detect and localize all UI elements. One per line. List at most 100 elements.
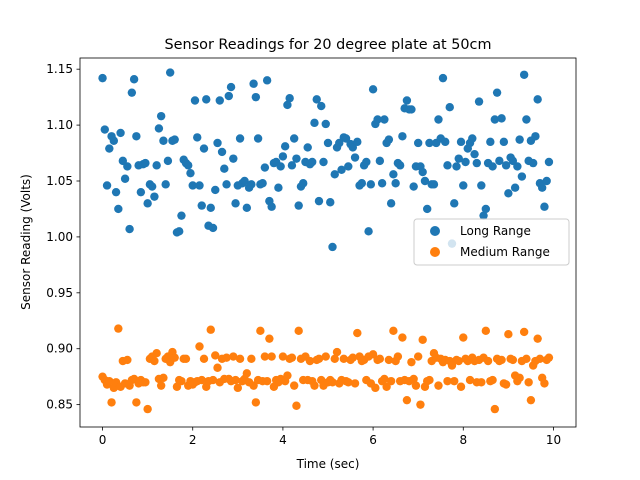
point-long-range bbox=[211, 185, 220, 195]
point-medium-range bbox=[450, 376, 459, 386]
point-long-range bbox=[220, 164, 229, 173]
point-medium-range bbox=[156, 381, 166, 390]
point-long-range bbox=[100, 125, 110, 134]
points-layer bbox=[98, 68, 554, 414]
point-medium-range bbox=[114, 324, 123, 333]
y-tick-label: 0.85 bbox=[46, 398, 73, 412]
point-medium-range bbox=[402, 395, 412, 405]
point-medium-range bbox=[393, 352, 403, 361]
point-medium-range bbox=[413, 352, 423, 361]
point-long-range bbox=[344, 162, 353, 171]
point-long-range bbox=[213, 138, 222, 148]
point-medium-range bbox=[305, 356, 315, 366]
point-medium-range bbox=[242, 369, 252, 378]
point-long-range bbox=[190, 96, 200, 105]
point-long-range bbox=[490, 115, 500, 124]
point-medium-range bbox=[416, 400, 425, 409]
point-long-range bbox=[102, 181, 112, 190]
point-long-range bbox=[280, 142, 290, 151]
point-medium-range bbox=[328, 378, 337, 387]
y-tick-label: 1.15 bbox=[46, 62, 73, 76]
point-long-range bbox=[177, 211, 186, 220]
point-long-range bbox=[105, 144, 114, 153]
point-long-range bbox=[116, 128, 125, 138]
point-long-range bbox=[389, 170, 398, 179]
point-long-range bbox=[330, 170, 339, 179]
point-long-range bbox=[147, 182, 157, 191]
point-long-range bbox=[492, 88, 502, 97]
point-long-range bbox=[249, 79, 258, 88]
point-long-range bbox=[215, 96, 224, 105]
point-long-range bbox=[357, 179, 367, 188]
point-long-range bbox=[362, 157, 371, 167]
y-tick-label: 0.90 bbox=[46, 342, 73, 356]
point-long-range bbox=[109, 136, 119, 145]
point-long-range bbox=[278, 152, 288, 161]
chart-title: Sensor Readings for 20 degree plate at 5… bbox=[165, 37, 492, 53]
point-long-range bbox=[380, 115, 389, 124]
point-medium-range bbox=[292, 401, 301, 410]
point-long-range bbox=[517, 172, 527, 181]
point-medium-range bbox=[159, 373, 168, 382]
point-medium-range bbox=[330, 354, 339, 363]
point-medium-range bbox=[434, 381, 443, 390]
point-long-range bbox=[247, 180, 256, 189]
point-long-range bbox=[308, 157, 317, 167]
point-long-range bbox=[542, 176, 551, 186]
point-medium-range bbox=[199, 354, 209, 363]
point-long-range bbox=[242, 203, 252, 213]
point-long-range bbox=[459, 181, 468, 190]
point-medium-range bbox=[105, 376, 114, 386]
point-long-range bbox=[260, 163, 270, 172]
point-long-range bbox=[350, 153, 360, 162]
point-long-range bbox=[175, 227, 184, 236]
point-long-range bbox=[197, 201, 206, 210]
point-long-range bbox=[141, 158, 150, 168]
point-long-range bbox=[289, 134, 299, 143]
point-long-range bbox=[515, 135, 524, 144]
point-medium-range bbox=[260, 352, 270, 361]
x-tick-label: 6 bbox=[369, 433, 377, 447]
point-long-range bbox=[479, 211, 488, 220]
point-long-range bbox=[531, 132, 540, 141]
point-long-range bbox=[208, 223, 218, 233]
point-long-range bbox=[373, 115, 382, 124]
point-long-range bbox=[384, 135, 394, 144]
point-medium-range bbox=[177, 376, 186, 386]
point-medium-range bbox=[515, 373, 524, 382]
point-medium-range bbox=[294, 326, 303, 336]
point-long-range bbox=[206, 203, 215, 213]
y-axis-label: Sensor Reading (Volts) bbox=[19, 174, 33, 310]
point-medium-range bbox=[348, 353, 357, 362]
point-medium-range bbox=[123, 355, 132, 365]
point-medium-range bbox=[141, 378, 150, 387]
point-long-range bbox=[285, 94, 294, 103]
legend: Long Range Medium Range bbox=[413, 218, 570, 266]
y-tick-label: 1.05 bbox=[46, 174, 73, 188]
point-long-range bbox=[477, 181, 486, 190]
point-long-range bbox=[438, 73, 448, 83]
point-medium-range bbox=[411, 381, 421, 390]
point-medium-range bbox=[251, 398, 261, 407]
point-medium-range bbox=[310, 381, 319, 390]
point-medium-range bbox=[107, 398, 116, 407]
point-long-range bbox=[229, 154, 238, 163]
point-medium-range bbox=[211, 351, 220, 360]
x-tick-label: 8 bbox=[459, 433, 467, 447]
point-medium-range bbox=[371, 383, 380, 393]
x-tick-label: 2 bbox=[189, 433, 197, 447]
point-long-range bbox=[391, 179, 400, 188]
point-medium-range bbox=[150, 356, 159, 366]
point-medium-range bbox=[386, 376, 396, 386]
point-long-range bbox=[202, 95, 211, 104]
point-medium-range bbox=[375, 354, 385, 363]
x-axis-ticks: 0 2 4 6 8 10 bbox=[99, 427, 561, 447]
point-medium-range bbox=[497, 355, 506, 365]
point-long-range bbox=[161, 180, 170, 189]
point-long-range bbox=[129, 75, 139, 84]
legend-box bbox=[413, 218, 570, 266]
point-long-range bbox=[170, 135, 179, 144]
point-long-range bbox=[348, 143, 357, 152]
point-medium-range bbox=[407, 357, 416, 367]
